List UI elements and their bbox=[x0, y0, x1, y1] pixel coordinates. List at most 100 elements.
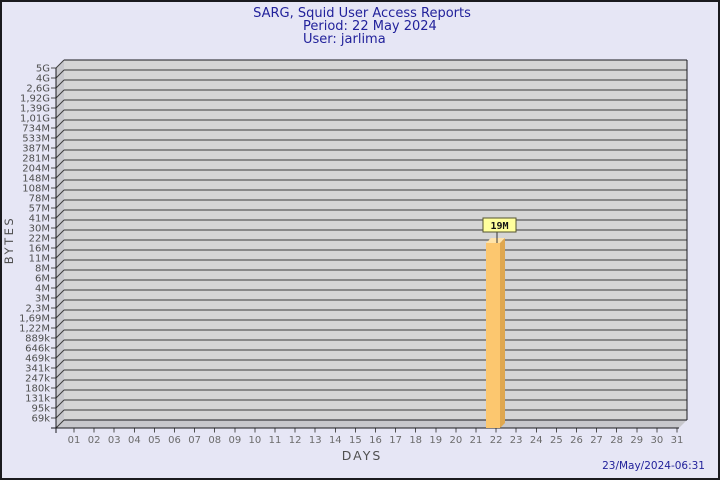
gridline-wall bbox=[55, 169, 65, 179]
gridline-wall bbox=[55, 289, 65, 299]
x-axis-label: 23 bbox=[510, 435, 523, 446]
y-axis-label: 57M bbox=[29, 204, 50, 215]
bar-value-label: 19M bbox=[490, 221, 508, 232]
gridline-wall bbox=[55, 149, 65, 159]
gridline-wall bbox=[55, 259, 65, 269]
y-axis-label: 4M bbox=[35, 284, 50, 295]
x-axis-label: 07 bbox=[188, 435, 201, 446]
gridline-wall bbox=[55, 399, 65, 409]
gridline-wall bbox=[55, 279, 65, 289]
y-axis-label: 247k bbox=[25, 374, 50, 385]
y-axis-label: 108M bbox=[22, 184, 50, 195]
gridline-wall bbox=[55, 269, 65, 279]
bar-front-face bbox=[486, 243, 500, 428]
y-axis-label: 69k bbox=[31, 414, 50, 425]
y-axis-label: 1,22M bbox=[19, 324, 50, 335]
y-axis-label: 41M bbox=[29, 214, 50, 225]
y-axis-label: 11M bbox=[29, 254, 50, 265]
y-axis-label: 281M bbox=[22, 154, 50, 165]
callout-box bbox=[482, 217, 517, 233]
x-axis-label: 25 bbox=[550, 435, 563, 446]
gridline-wall bbox=[55, 199, 65, 209]
gridline-wall bbox=[55, 189, 65, 199]
gridline-wall bbox=[55, 229, 65, 239]
gridline-wall bbox=[55, 109, 65, 119]
y-axis-label: 204M bbox=[22, 164, 50, 175]
chart-period: Period: 22 May 2024 bbox=[303, 19, 437, 34]
gridline-wall bbox=[55, 249, 65, 259]
gridline-wall bbox=[55, 89, 65, 99]
y-axis-title: BYTES bbox=[2, 215, 16, 265]
y-axis-label: 2,6G bbox=[26, 84, 50, 95]
gridline-wall bbox=[55, 349, 65, 359]
x-axis-label: 08 bbox=[208, 435, 221, 446]
x-axis-label: 15 bbox=[349, 435, 362, 446]
gridline-wall bbox=[55, 359, 65, 369]
gridline-wall bbox=[55, 69, 65, 79]
x-axis-label: 06 bbox=[168, 435, 181, 446]
report-timestamp: 23/May/2024-06:31 bbox=[602, 460, 705, 472]
y-axis-label: 6M bbox=[35, 274, 50, 285]
gridline-wall bbox=[55, 219, 65, 229]
x-axis-label: 27 bbox=[590, 435, 603, 446]
x-axis-label: 13 bbox=[309, 435, 322, 446]
chart-user: User: jarlima bbox=[303, 32, 386, 47]
y-axis-label: 341k bbox=[25, 364, 50, 375]
bar-side-face bbox=[500, 238, 505, 428]
x-axis-label: 31 bbox=[671, 435, 684, 446]
x-axis-label: 29 bbox=[630, 435, 643, 446]
x-axis-label: 17 bbox=[389, 435, 402, 446]
y-axis-label: 1,92G bbox=[20, 94, 50, 105]
gridline-wall bbox=[55, 119, 65, 129]
gridline-wall bbox=[55, 129, 65, 139]
y-axis-label: 1,69M bbox=[19, 314, 50, 325]
y-axis-label: 78M bbox=[29, 194, 50, 205]
y-axis-label: 1,01G bbox=[20, 114, 50, 125]
x-axis-label: 18 bbox=[409, 435, 422, 446]
x-axis-label: 12 bbox=[289, 435, 302, 446]
y-axis-label: 889k bbox=[25, 334, 50, 345]
y-axis-label: 3M bbox=[35, 294, 50, 305]
x-axis-label: 01 bbox=[68, 435, 81, 446]
y-axis-labels: 5G4G2,6G1,92G1,39G1,01G734M533M387M281M2… bbox=[19, 64, 56, 425]
y-axis-label: 1,39G bbox=[20, 104, 50, 115]
x-axis-label: 26 bbox=[570, 435, 583, 446]
y-axis-label: 180k bbox=[25, 384, 50, 395]
y-axis-label: 2,3M bbox=[25, 304, 50, 315]
y-axis-label: 22M bbox=[29, 234, 50, 245]
y-axis-label: 16M bbox=[29, 244, 50, 255]
y-axis-label: 5G bbox=[36, 64, 50, 75]
bar-top-face bbox=[486, 238, 505, 243]
gridlines bbox=[55, 59, 687, 429]
x-axis-label: 16 bbox=[369, 435, 382, 446]
gridline-wall bbox=[55, 329, 65, 339]
x-axis-label: 09 bbox=[228, 435, 241, 446]
x-axis-label: 22 bbox=[490, 435, 503, 446]
x-axis-label: 04 bbox=[128, 435, 141, 446]
bar-day-22 bbox=[486, 238, 505, 428]
bar-value-callout: 19M bbox=[482, 217, 517, 243]
gridline-wall bbox=[55, 379, 65, 389]
gridline-wall bbox=[55, 339, 65, 349]
x-axis-label: 24 bbox=[530, 435, 543, 446]
x-axis-title: DAYS bbox=[341, 448, 383, 463]
chart-floor bbox=[56, 420, 687, 428]
y-axis-label: 646k bbox=[25, 344, 50, 355]
x-axis-label: 20 bbox=[450, 435, 463, 446]
y-axis-label: 469k bbox=[25, 354, 50, 365]
y-axis-label: 387M bbox=[22, 144, 50, 155]
x-axis-label: 03 bbox=[108, 435, 121, 446]
gridline-wall bbox=[55, 59, 65, 69]
gridline-wall bbox=[55, 409, 65, 419]
x-axis-label: 30 bbox=[650, 435, 663, 446]
x-axis-label: 14 bbox=[329, 435, 342, 446]
x-axis-labels: 01 02 03 04 05 06 07 08 09 10 11 12 13 14 15 16 17 18 19 20… bbox=[68, 428, 684, 446]
y-axis-label: 734M bbox=[22, 124, 50, 135]
x-axis-label: 19 bbox=[429, 435, 442, 446]
y-axis-label: 8M bbox=[35, 264, 50, 275]
gridline-wall bbox=[55, 79, 65, 89]
gridline-wall bbox=[55, 369, 65, 379]
gridline-wall bbox=[55, 99, 65, 109]
